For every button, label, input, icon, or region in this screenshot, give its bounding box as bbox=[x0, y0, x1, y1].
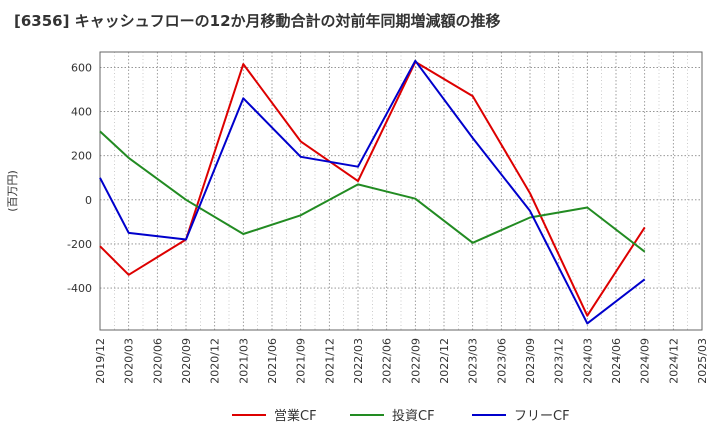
x-tick-label: 2021/12 bbox=[323, 338, 336, 384]
x-tick-label: 2023/06 bbox=[495, 338, 508, 384]
x-tick-label: 2021/06 bbox=[266, 338, 279, 384]
y-tick-label: 600 bbox=[71, 61, 92, 74]
x-tick-labels: 2019/12 2020/03 2020/06 2020/09 2020/12 2021/… bbox=[94, 338, 709, 384]
x-tick-label: 2021/09 bbox=[295, 338, 308, 384]
y-tick-label: 200 bbox=[71, 150, 92, 163]
y-axis-label: (百万円) bbox=[6, 170, 19, 212]
y-tick-label: -400 bbox=[67, 282, 92, 295]
legend: 営業CF 投資CF フリーCF bbox=[232, 408, 570, 424]
y-tick-label: 0 bbox=[85, 194, 92, 207]
x-tick-label: 2022/09 bbox=[409, 338, 422, 384]
legend-label-0: 営業CF bbox=[274, 408, 317, 424]
x-tick-label: 2023/12 bbox=[553, 338, 566, 384]
y-tick-labels: 600 400 200 0 -200 -400 bbox=[67, 61, 92, 295]
legend-label-2: フリーCF bbox=[514, 409, 570, 424]
chart-title: [6356] キャッシュフローの12か月移動合計の対前年同期増減額の推移 bbox=[14, 12, 501, 30]
x-tick-label: 2022/06 bbox=[381, 338, 394, 384]
y-tick-label: 400 bbox=[71, 106, 92, 119]
series-line-0 bbox=[99, 60, 646, 317]
x-tick-label: 2020/12 bbox=[209, 338, 222, 384]
series-layer bbox=[99, 59, 646, 325]
x-tick-label: 2021/03 bbox=[237, 338, 250, 384]
x-tick-label: 2025/03 bbox=[696, 338, 709, 384]
x-tick-label: 2024/03 bbox=[581, 338, 594, 384]
x-tick-label: 2024/12 bbox=[667, 338, 680, 384]
x-tick-label: 2024/09 bbox=[639, 338, 652, 384]
y-tick-label: -200 bbox=[67, 238, 92, 251]
plot-frame bbox=[99, 51, 703, 331]
x-tick-label: 2023/03 bbox=[467, 338, 480, 384]
series-line-2 bbox=[99, 59, 646, 325]
x-tick-label: 2020/03 bbox=[123, 338, 136, 384]
x-tick-label: 2022/03 bbox=[352, 338, 365, 384]
series-line-1 bbox=[99, 130, 646, 253]
x-tick-label: 2023/09 bbox=[524, 338, 537, 384]
x-tick-label: 2019/12 bbox=[94, 338, 107, 384]
legend-label-1: 投資CF bbox=[392, 408, 435, 424]
x-tick-label: 2020/09 bbox=[180, 338, 193, 384]
x-tick-label: 2022/12 bbox=[438, 338, 451, 384]
x-tick-label: 2024/06 bbox=[610, 338, 623, 384]
x-tick-label: 2020/06 bbox=[151, 338, 164, 384]
